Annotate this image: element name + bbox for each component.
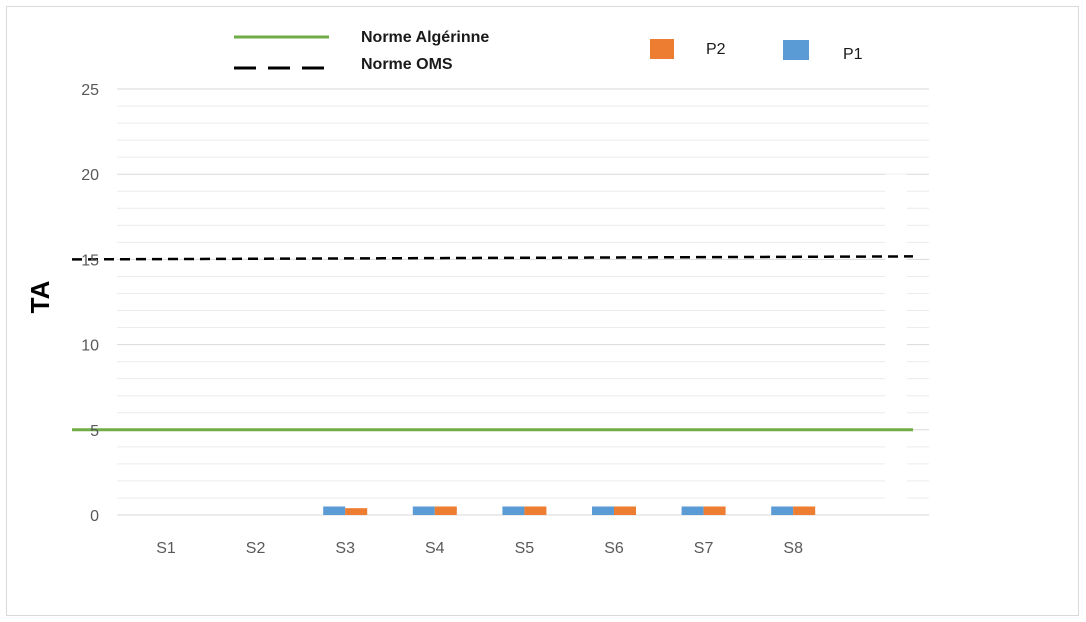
legend-label-p2: P2	[706, 41, 726, 58]
bar-p1-s6	[592, 506, 614, 515]
grid-lines	[117, 88, 929, 516]
y-tick-label: 0	[90, 508, 99, 525]
x-tick-label: S4	[425, 540, 445, 557]
bar-p2-s8	[793, 506, 816, 515]
x-tick-label: S1	[156, 540, 176, 557]
legend-swatch-p1	[783, 40, 809, 60]
x-tick-labels: S1 S2 S3 S4 S5 S6 S7 S8	[156, 540, 803, 557]
bar-p2-s3	[345, 508, 368, 515]
x-tick-label: S6	[604, 540, 624, 557]
reference-lines	[71, 255, 914, 432]
legend-label-norme-oms: Norme OMS	[361, 56, 453, 73]
x-tick-label: S2	[246, 540, 266, 557]
y-tick-labels: 0 5 10 15 20 25	[81, 82, 99, 525]
bar-p1-s5	[502, 506, 525, 515]
bar-p2-s7	[703, 506, 726, 515]
bar-p1-s7	[681, 506, 704, 515]
x-tick-label: S3	[335, 540, 355, 557]
bar-p2-s5	[524, 506, 547, 515]
reference-line-norme-oms	[71, 255, 914, 261]
legend-label-norme-algerinne: Norme Algérinne	[361, 29, 489, 46]
y-tick-label: 15	[81, 252, 99, 269]
y-tick-label: 10	[81, 338, 99, 355]
y-tick-label: 25	[81, 82, 99, 99]
chart-frame: 0 5 10 15 20 25 S1 S2 S3 S4 S5 S6 S7 S8 TA Norme Alg…	[6, 6, 1079, 616]
x-tick-label: S5	[515, 540, 535, 557]
x-tick-label: S7	[694, 540, 714, 557]
y-tick-label: 20	[81, 167, 99, 184]
legend: Norme Algérinne Norme OMS P2 P1	[234, 29, 863, 73]
y-axis-label: TA	[25, 280, 55, 313]
legend-label-p1: P1	[843, 46, 863, 63]
legend-swatch-p2	[650, 39, 674, 59]
bar-p1-s4	[412, 506, 435, 515]
bar-chart: 0 5 10 15 20 25 S1 S2 S3 S4 S5 S6 S7 S8 TA Norme Alg…	[25, 29, 929, 557]
y-tick-label: 5	[90, 423, 99, 440]
bar-p2-s6	[614, 506, 636, 515]
bar-p2-s4	[434, 506, 457, 515]
bars	[323, 506, 816, 515]
plot-gap	[885, 174, 907, 513]
bar-p1-s3	[323, 506, 346, 515]
bar-p1-s8	[771, 506, 794, 515]
x-tick-label: S8	[783, 540, 803, 557]
